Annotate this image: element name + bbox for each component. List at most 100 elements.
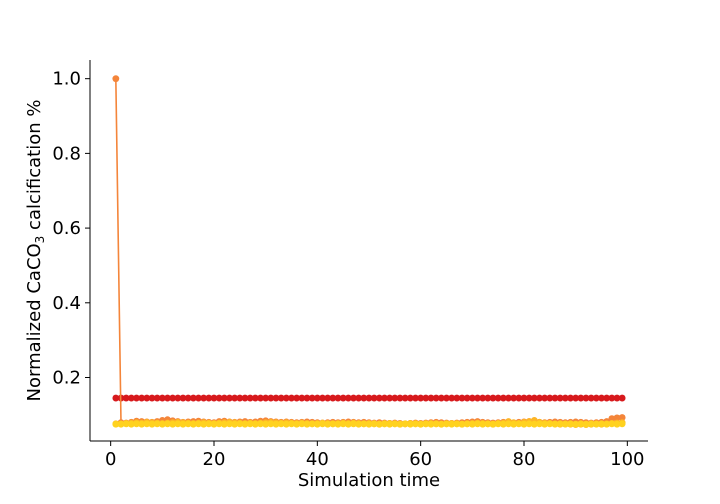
data-point [391, 420, 399, 428]
data-point [520, 394, 528, 402]
x-axis-label: Simulation time [298, 470, 440, 491]
data-point [200, 420, 208, 428]
data-point [324, 394, 332, 402]
data-point [453, 394, 461, 402]
data-point [618, 394, 626, 402]
data-point [226, 394, 233, 402]
data-point [536, 420, 543, 428]
data-point [231, 420, 239, 428]
data-point [226, 420, 233, 428]
data-point [494, 420, 502, 428]
data-point [463, 420, 471, 428]
data-point [319, 394, 326, 402]
data-point [267, 394, 275, 402]
data-point [179, 394, 187, 402]
data-point [313, 394, 321, 402]
data-point [546, 420, 554, 428]
x-tick-label: 80 [513, 449, 536, 470]
data-point [122, 394, 130, 402]
data-point [174, 394, 182, 402]
data-point [164, 394, 171, 402]
data-point [494, 394, 502, 402]
data-point [412, 420, 419, 428]
y-tick-label: 0.2 [52, 368, 81, 389]
data-point [386, 420, 394, 428]
data-point [246, 394, 254, 402]
data-point [468, 420, 476, 428]
data-point [381, 420, 388, 428]
y-tick-label: 0.6 [52, 218, 81, 239]
data-point [257, 394, 264, 402]
x-tick-label: 0 [105, 449, 116, 470]
data-point [329, 420, 337, 428]
data-point [184, 420, 192, 428]
data-point [200, 394, 208, 402]
data-point [613, 394, 621, 402]
data-point [231, 394, 239, 402]
data-point [122, 420, 130, 428]
data-point [153, 394, 161, 402]
data-point [448, 394, 456, 402]
data-point [236, 420, 244, 428]
data-point [339, 394, 347, 402]
data-point [215, 420, 223, 428]
data-point [603, 394, 611, 402]
data-point [298, 394, 306, 402]
x-ticks: 0 20 40 60 80 100 [105, 441, 645, 470]
series-line [115, 78, 623, 425]
data-point [499, 420, 507, 428]
data-point [556, 420, 564, 428]
data-point [561, 394, 569, 402]
data-point [205, 420, 213, 428]
data-point [308, 394, 316, 402]
data-point [412, 394, 419, 402]
data-point [479, 420, 487, 428]
data-point [293, 394, 301, 402]
data-point [479, 394, 487, 402]
data-point [427, 420, 435, 428]
data-point [355, 420, 363, 428]
series-1 [112, 75, 626, 428]
data-point [127, 420, 135, 428]
data-point [319, 420, 326, 428]
x-tick-label: 20 [203, 449, 226, 470]
data-point [458, 394, 466, 402]
data-point [133, 420, 140, 428]
data-point [422, 420, 430, 428]
data-point [293, 420, 301, 428]
data-point [195, 420, 202, 428]
data-point [117, 420, 125, 428]
data-point [406, 420, 414, 428]
data-point [427, 394, 435, 402]
data-point [505, 394, 512, 402]
y-tick-label: 1.0 [52, 69, 81, 90]
data-point [567, 394, 574, 402]
data-point [592, 394, 600, 402]
data-point [246, 420, 254, 428]
data-point [386, 394, 394, 402]
data-point [375, 394, 383, 402]
x-tick-label: 60 [409, 449, 432, 470]
data-point [143, 394, 151, 402]
data-point [344, 420, 352, 428]
data-point [313, 420, 321, 428]
data-point [530, 394, 538, 402]
data-point [262, 394, 270, 402]
data-point [530, 420, 538, 428]
data-point [138, 394, 146, 402]
data-point [520, 420, 528, 428]
data-point [365, 394, 373, 402]
y-axis-label-prefix: Normalized CaCO [24, 243, 45, 401]
data-point [536, 394, 543, 402]
data-point [169, 420, 177, 428]
data-point [334, 394, 342, 402]
data-point [303, 420, 311, 428]
y-axis-label-suffix: calcification % [24, 100, 45, 236]
data-point [303, 394, 311, 402]
data-point [344, 394, 352, 402]
x-tick-label: 100 [610, 449, 644, 470]
series-0 [112, 394, 626, 402]
data-point [453, 420, 461, 428]
data-point [355, 394, 363, 402]
data-point [298, 420, 306, 428]
